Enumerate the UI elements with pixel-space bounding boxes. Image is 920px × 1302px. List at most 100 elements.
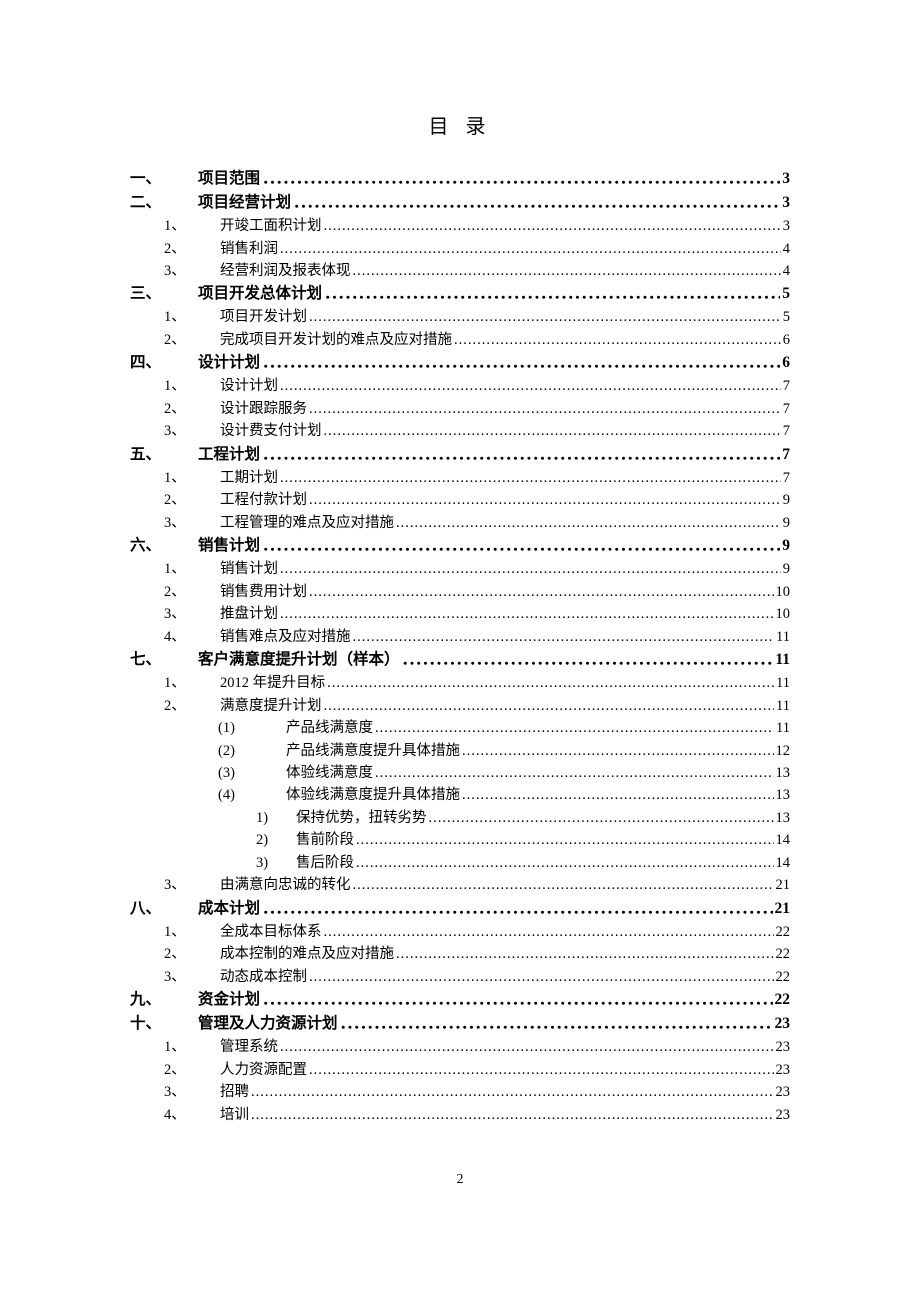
toc-entry: 1)保持优势，扭转劣势 13 — [130, 807, 790, 829]
toc-entry: 3、设计费支付计划7 — [130, 420, 790, 442]
toc-entry-number: 3、 — [130, 512, 186, 534]
toc-entry: 3)售后阶段14 — [130, 852, 790, 874]
toc-entry-text: 2012 年提升目标 — [186, 672, 325, 694]
toc-entry: 五、工程计划7 — [130, 443, 790, 467]
toc-entry-text: 保持优势，扭转劣势 — [296, 807, 427, 829]
toc-entry: 1、销售计划9 — [130, 558, 790, 580]
toc-entry-page: 23 — [776, 1036, 791, 1058]
toc-entry: 2)售前阶段14 — [130, 829, 790, 851]
toc-entry: 一、项目范围3 — [130, 167, 790, 191]
toc-entry-number: 3、 — [130, 603, 186, 625]
toc-entry-text: 项目经营计划 — [198, 191, 291, 215]
toc-entry-text: 全成本目标体系 — [186, 921, 322, 943]
toc-entry: 3、由满意向忠诚的转化21 — [130, 874, 790, 896]
toc-leader — [309, 398, 781, 420]
toc-entry-number: 4、 — [130, 1104, 186, 1126]
toc-leader — [280, 375, 781, 397]
page-number: 2 — [130, 1172, 790, 1188]
toc-entry-text: 设计费支付计划 — [186, 420, 322, 442]
toc-entry: 3、动态成本控制22 — [130, 966, 790, 988]
toc-entry-text: 动态成本控制 — [186, 966, 307, 988]
toc-entry-number: (2) — [218, 740, 286, 762]
toc-entry-page: 6 — [783, 329, 790, 351]
toc-leader — [462, 784, 774, 806]
toc-leader — [280, 238, 781, 260]
toc-entry: 1、开竣工面积计划3 — [130, 215, 790, 237]
toc-leader — [353, 260, 781, 282]
toc-entry-page: 4 — [783, 260, 790, 282]
toc-leader — [251, 1081, 774, 1103]
toc-entry-number: 3) — [256, 852, 296, 874]
toc-entry: 2、成本控制的难点及应对措施22 — [130, 943, 790, 965]
toc-entry-text: 招聘 — [186, 1081, 249, 1103]
toc-entry: 2、满意度提升计划11 — [130, 695, 790, 717]
toc-entry-page: 10 — [776, 603, 791, 625]
toc-entry: (1)产品线满意度11 — [130, 717, 790, 739]
toc-leader — [429, 807, 774, 829]
toc-entry-text: 成本计划 — [198, 897, 260, 921]
toc-entry: 2、设计跟踪服务7 — [130, 398, 790, 420]
toc-entry-page: 9 — [783, 558, 790, 580]
toc-leader — [280, 1036, 774, 1058]
toc-entry: 3、经营利润及报表体现4 — [130, 260, 790, 282]
toc-entry-number: (3) — [218, 762, 286, 784]
toc-entry-number: 2、 — [130, 489, 186, 511]
toc-entry-page: 22 — [776, 943, 791, 965]
toc-entry-text: 满意度提升计划 — [186, 695, 322, 717]
toc-leader — [309, 1059, 774, 1081]
toc-entry-page: 22 — [776, 921, 791, 943]
toc-entry-page: 9 — [783, 512, 790, 534]
toc-entry-page: 21 — [775, 897, 791, 921]
toc-entry-text: 产品线满意度提升具体措施 — [286, 740, 460, 762]
toc-entry-page: 11 — [776, 626, 790, 648]
toc-entry-text: 销售利润 — [186, 238, 278, 260]
toc-leader — [262, 167, 780, 191]
toc-entry-page: 6 — [782, 351, 790, 375]
toc-entry-page: 5 — [782, 282, 790, 306]
toc-entry-number: 2、 — [130, 695, 186, 717]
toc-entry-text: 工程付款计划 — [186, 489, 307, 511]
toc-leader — [280, 558, 781, 580]
toc-entry-text: 工期计划 — [186, 467, 278, 489]
toc-entry-number: 1、 — [130, 921, 186, 943]
toc-entry-number: 3、 — [130, 260, 186, 282]
toc-entry: 3、工程管理的难点及应对措施9 — [130, 512, 790, 534]
toc-entry-number: 3、 — [130, 966, 186, 988]
toc-entry: 七、客户满意度提升计划（样本）11 — [130, 648, 790, 672]
toc-entry: 2、销售费用计划10 — [130, 581, 790, 603]
toc-entry-number: 1、 — [130, 1036, 186, 1058]
toc-leader — [293, 191, 780, 215]
toc-entry-number: 十、 — [130, 1012, 198, 1036]
toc-leader — [375, 717, 774, 739]
toc-entry-text: 完成项目开发计划的难点及应对措施 — [186, 329, 452, 351]
toc-leader — [280, 603, 774, 625]
toc-entry-text: 销售计划 — [198, 534, 260, 558]
toc-entry: 2、完成项目开发计划的难点及应对措施 6 — [130, 329, 790, 351]
toc-entry: 1、全成本目标体系 22 — [130, 921, 790, 943]
toc-entry-page: 7 — [782, 443, 790, 467]
toc-entry-text: 售后阶段 — [296, 852, 354, 874]
toc-entry-number: 3、 — [130, 1081, 186, 1103]
toc-entry-page: 3 — [783, 215, 790, 237]
toc-entry-text: 产品线满意度 — [286, 717, 373, 739]
toc-leader — [262, 443, 780, 467]
toc-entry-text: 资金计划 — [198, 988, 260, 1012]
toc-leader — [327, 672, 774, 694]
toc-entry: 二、项目经营计划3 — [130, 191, 790, 215]
toc-entry-number: 1、 — [130, 215, 186, 237]
toc-leader — [280, 467, 781, 489]
toc-entry-page: 22 — [775, 988, 791, 1012]
toc-entry: 六、销售计划9 — [130, 534, 790, 558]
toc-entry-page: 13 — [776, 807, 791, 829]
toc-leader — [396, 943, 774, 965]
toc-entry-page: 7 — [783, 467, 790, 489]
toc-entry-text: 由满意向忠诚的转化 — [186, 874, 351, 896]
toc-entry: 4、培训23 — [130, 1104, 790, 1126]
toc-entry-text: 销售难点及应对措施 — [186, 626, 351, 648]
toc-entry-number: 2、 — [130, 329, 186, 351]
toc-entry-page: 9 — [782, 534, 790, 558]
toc-entry-text: 体验线满意度提升具体措施 — [286, 784, 460, 806]
toc-entry-number: 1) — [256, 807, 296, 829]
toc-entry-text: 销售计划 — [186, 558, 278, 580]
toc-entry-text: 设计计划 — [198, 351, 260, 375]
